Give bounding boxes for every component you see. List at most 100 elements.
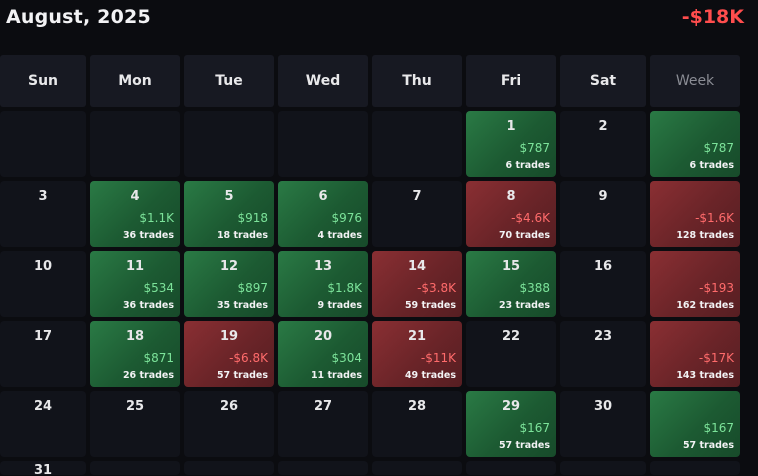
calendar-header: August, 2025 -$18K bbox=[0, 0, 758, 40]
empty-day-cell bbox=[278, 461, 368, 475]
day-cell[interactable]: 30 bbox=[560, 391, 646, 457]
week-summary-cell[interactable]: -$1.6K 128 trades bbox=[650, 181, 740, 247]
day-cell[interactable]: 25 bbox=[90, 391, 180, 457]
day-cell[interactable]: 7 bbox=[372, 181, 462, 247]
day-cell[interactable]: 17 bbox=[0, 321, 86, 387]
pnl-value: $871 bbox=[143, 351, 174, 365]
day-cell[interactable]: 24 bbox=[0, 391, 86, 457]
day-number: 25 bbox=[125, 399, 145, 414]
day-number: 30 bbox=[593, 399, 613, 414]
weekday-header: Wed bbox=[278, 55, 368, 107]
empty-day-cell bbox=[560, 461, 646, 475]
empty-day-cell bbox=[0, 111, 86, 177]
day-number: 17 bbox=[33, 329, 53, 344]
day-number: 20 bbox=[313, 329, 333, 344]
empty-day-cell bbox=[184, 111, 274, 177]
day-number: 31 bbox=[33, 463, 53, 476]
day-cell[interactable]: 8 -$4.6K 70 trades bbox=[466, 181, 556, 247]
pnl-value: $1.1K bbox=[139, 211, 174, 225]
day-number: 16 bbox=[593, 259, 613, 274]
pnl-value: $388 bbox=[519, 281, 550, 295]
day-cell[interactable]: 22 bbox=[466, 321, 556, 387]
day-cell[interactable]: 12 $897 35 trades bbox=[184, 251, 274, 317]
trade-count: 9 trades bbox=[317, 300, 362, 311]
day-cell[interactable]: 13 $1.8K 9 trades bbox=[278, 251, 368, 317]
day-cell[interactable]: 10 bbox=[0, 251, 86, 317]
day-number: 14 bbox=[407, 259, 427, 274]
day-cell[interactable]: 26 bbox=[184, 391, 274, 457]
day-cell[interactable]: 16 bbox=[560, 251, 646, 317]
day-cell[interactable]: 9 bbox=[560, 181, 646, 247]
weekday-header: Sat bbox=[560, 55, 646, 107]
day-number: 3 bbox=[38, 189, 48, 204]
week-summary-cell[interactable]: -$193 162 trades bbox=[650, 251, 740, 317]
day-cell[interactable]: 4 $1.1K 36 trades bbox=[90, 181, 180, 247]
trade-count: 36 trades bbox=[122, 300, 174, 311]
day-cell[interactable]: 28 bbox=[372, 391, 462, 457]
trade-count: 4 trades bbox=[317, 230, 362, 241]
trade-count: 18 trades bbox=[216, 230, 268, 241]
pnl-value: $918 bbox=[237, 211, 268, 225]
pnl-value: $304 bbox=[331, 351, 362, 365]
day-number: 26 bbox=[219, 399, 239, 414]
week-column-header: Week bbox=[650, 55, 740, 107]
day-cell[interactable]: 6 $976 4 trades bbox=[278, 181, 368, 247]
day-cell[interactable]: 23 bbox=[560, 321, 646, 387]
day-cell[interactable]: 3 bbox=[0, 181, 86, 247]
trade-count: 57 trades bbox=[216, 370, 268, 381]
day-cell[interactable]: 20 $304 11 trades bbox=[278, 321, 368, 387]
day-number: 2 bbox=[598, 119, 608, 134]
pnl-value: $167 bbox=[519, 421, 550, 435]
day-number: 11 bbox=[125, 259, 145, 274]
trade-count: 57 trades bbox=[498, 440, 550, 451]
trade-count: 6 trades bbox=[505, 160, 550, 171]
trade-count: 128 trades bbox=[676, 230, 734, 241]
week-summary-cell[interactable]: $167 57 trades bbox=[650, 391, 740, 457]
day-number: 29 bbox=[501, 399, 521, 414]
day-cell[interactable]: 21 -$11K 49 trades bbox=[372, 321, 462, 387]
pnl-value: -$1.6K bbox=[695, 211, 734, 225]
calendar-grid: Sun Mon Tue Wed Thu Fri Sat Week 1 $787 6 trades 2 $… bbox=[0, 55, 740, 476]
day-number: 22 bbox=[501, 329, 521, 344]
trade-count: 70 trades bbox=[498, 230, 550, 241]
day-number: 9 bbox=[598, 189, 608, 204]
day-cell[interactable]: 27 bbox=[278, 391, 368, 457]
month-total-pnl: -$18K bbox=[681, 6, 744, 28]
day-number: 8 bbox=[506, 189, 516, 204]
empty-day-cell bbox=[184, 461, 274, 475]
day-number: 13 bbox=[313, 259, 333, 274]
day-cell[interactable]: 19 -$6.8K 57 trades bbox=[184, 321, 274, 387]
day-number: 19 bbox=[219, 329, 239, 344]
pnl-value: -$3.8K bbox=[417, 281, 456, 295]
week-summary-cell[interactable]: $787 6 trades bbox=[650, 111, 740, 177]
day-number: 15 bbox=[501, 259, 521, 274]
pnl-value: $976 bbox=[331, 211, 362, 225]
pnl-value: -$17K bbox=[698, 351, 734, 365]
day-cell[interactable]: 31 bbox=[0, 461, 86, 476]
trade-count: 49 trades bbox=[404, 370, 456, 381]
day-cell[interactable]: 15 $388 23 trades bbox=[466, 251, 556, 317]
week-summary-cell bbox=[650, 461, 740, 475]
day-number: 7 bbox=[412, 189, 422, 204]
day-number: 21 bbox=[407, 329, 427, 344]
empty-day-cell bbox=[90, 111, 180, 177]
weekday-header: Tue bbox=[184, 55, 274, 107]
day-cell[interactable]: 1 $787 6 trades bbox=[466, 111, 556, 177]
day-cell[interactable]: 5 $918 18 trades bbox=[184, 181, 274, 247]
day-number: 12 bbox=[219, 259, 239, 274]
pnl-value: $787 bbox=[519, 141, 550, 155]
day-number: 27 bbox=[313, 399, 333, 414]
day-cell[interactable]: 29 $167 57 trades bbox=[466, 391, 556, 457]
empty-day-cell bbox=[278, 111, 368, 177]
trade-count: 59 trades bbox=[404, 300, 456, 311]
pnl-value: $167 bbox=[703, 421, 734, 435]
pnl-value: -$193 bbox=[699, 281, 734, 295]
pnl-value: -$6.8K bbox=[229, 351, 268, 365]
day-cell[interactable]: 11 $534 36 trades bbox=[90, 251, 180, 317]
day-cell[interactable]: 14 -$3.8K 59 trades bbox=[372, 251, 462, 317]
day-cell[interactable]: 18 $871 26 trades bbox=[90, 321, 180, 387]
pnl-value: $787 bbox=[703, 141, 734, 155]
day-cell[interactable]: 2 bbox=[560, 111, 646, 177]
weekday-header: Mon bbox=[90, 55, 180, 107]
week-summary-cell[interactable]: -$17K 143 trades bbox=[650, 321, 740, 387]
